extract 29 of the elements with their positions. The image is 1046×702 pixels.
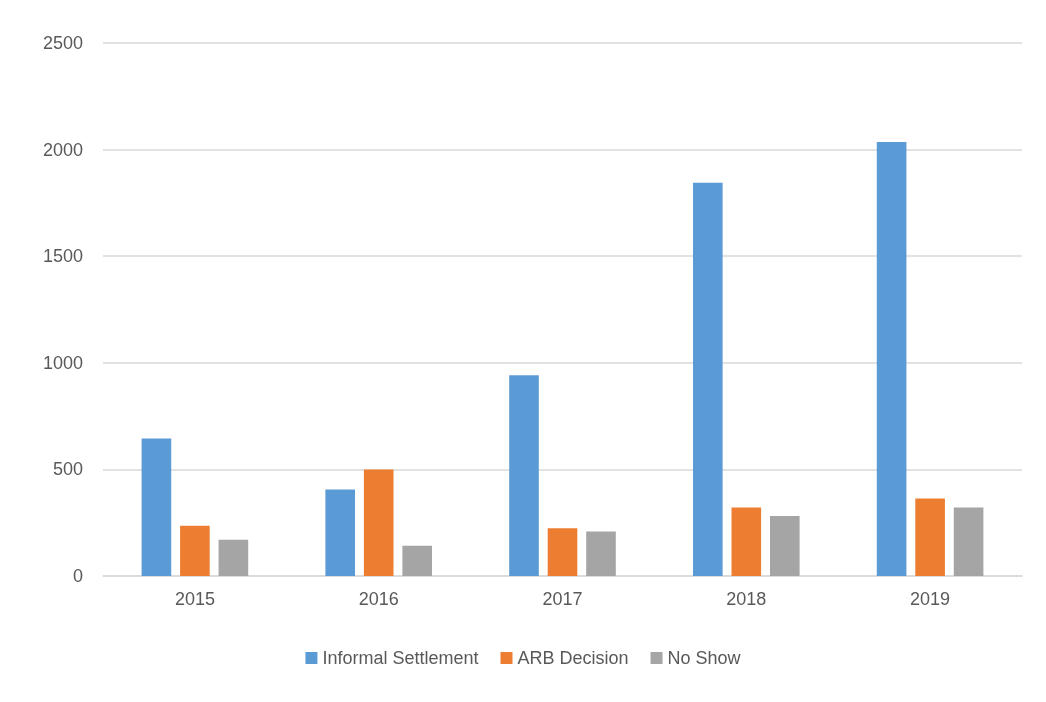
bar: [693, 182, 723, 576]
bar: [731, 507, 762, 576]
legend-label: ARB Decision: [517, 648, 629, 668]
legend-label: Informal Settlement: [322, 648, 479, 668]
bar: [402, 545, 432, 576]
bar: [218, 539, 249, 576]
x-tick-label: 2015: [174, 589, 215, 609]
bar: [141, 438, 172, 576]
bar: [915, 498, 945, 576]
x-tick-label: 2019: [910, 589, 951, 609]
bar: [325, 489, 356, 576]
x-tick-label: 2016: [358, 589, 399, 609]
x-tick-label: 2017: [542, 589, 583, 609]
bar: [586, 531, 616, 576]
bar: [509, 375, 539, 576]
bar: [180, 525, 210, 576]
x-tick-label: 2018: [726, 589, 767, 609]
bar: [953, 507, 984, 576]
y-tick-label: 2500: [42, 33, 83, 53]
legend-label: No Show: [667, 648, 742, 668]
bar: [769, 515, 800, 576]
bar: [876, 141, 907, 576]
y-tick-label: 2000: [42, 139, 83, 160]
bar: [363, 469, 394, 576]
y-tick-label: 500: [52, 459, 83, 480]
y-tick-label: 1000: [42, 352, 83, 373]
y-tick-label: 0: [72, 566, 83, 586]
bar: [547, 528, 578, 576]
y-tick-label: 1500: [42, 246, 83, 267]
